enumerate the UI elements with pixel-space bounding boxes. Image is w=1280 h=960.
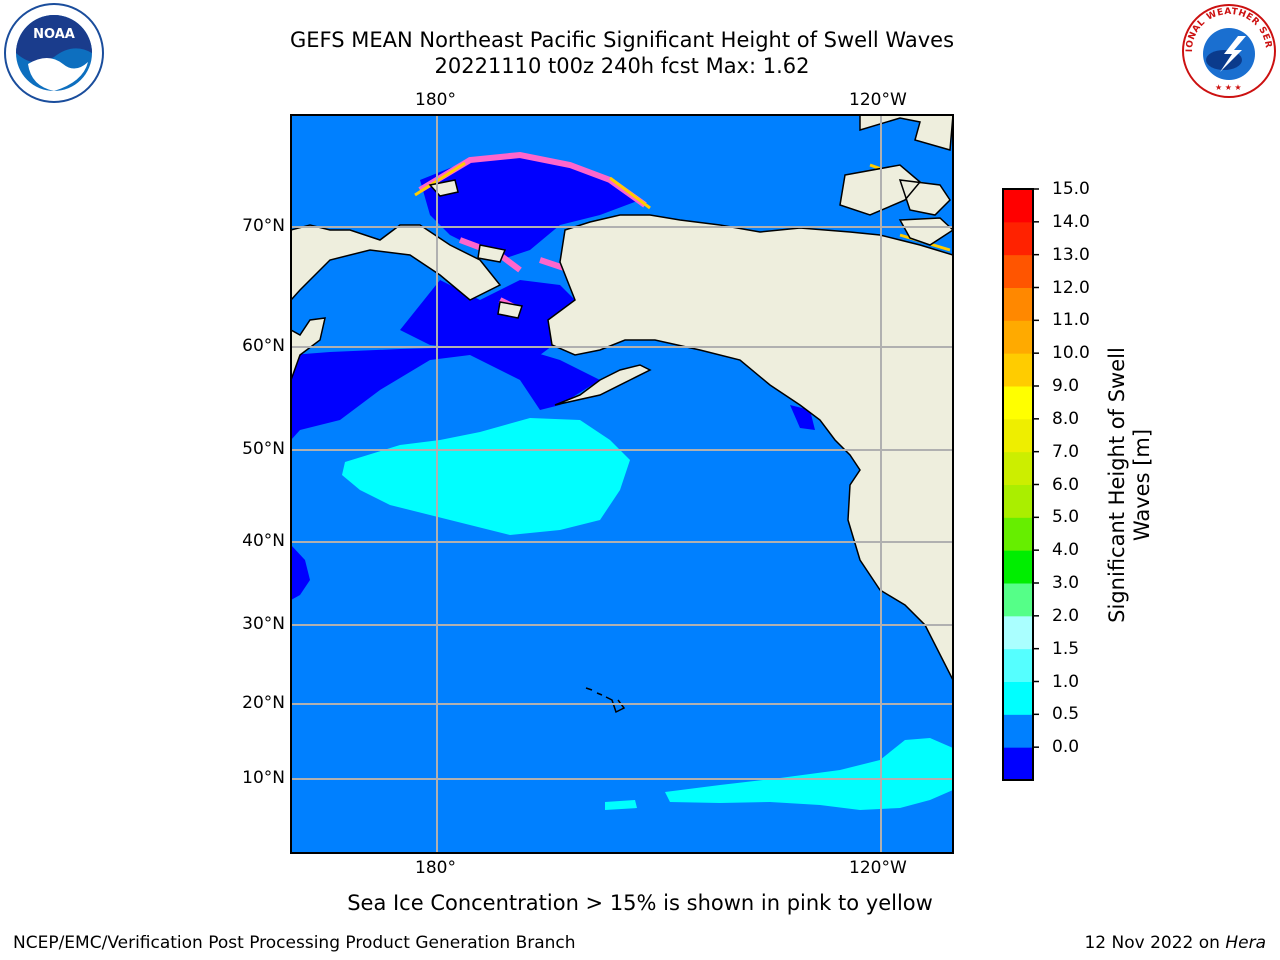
colorbar-segment [1003, 747, 1033, 781]
colorbar-tick-label: 1.5 [1052, 638, 1080, 659]
date-host: Hera [1225, 933, 1266, 953]
colorbar-segment [1003, 418, 1033, 453]
lon-label-180-bottom: 180° [415, 858, 456, 878]
low-swell-region-north [291, 347, 600, 440]
lon-label-120w-bottom: 120°W [849, 858, 907, 878]
credit-line: NCEP/EMC/Verification Post Processing Pr… [13, 933, 576, 953]
colorbar-segment [1003, 583, 1033, 617]
colorbar-segment [1003, 386, 1033, 420]
sea-ice-note: Sea Ice Concentration > 15% is shown in … [347, 891, 933, 915]
colorbar-segment [1003, 681, 1033, 715]
chart-subtitle: 20221110 t00z 240h fcst Max: 1.62 [434, 54, 810, 78]
colorbar-tick-label: 10.0 [1052, 343, 1090, 364]
date-text: 12 Nov 2022 on [1084, 933, 1226, 953]
bering-sea-region [420, 155, 640, 260]
colorbar-tick-label: 11.0 [1052, 310, 1090, 331]
nws-logo: NATIONAL WEATHER SERVICE ★ ★ ★ [1180, 2, 1276, 98]
land-alaska-canada [547, 214, 953, 681]
lat-label-20n: 20°N [242, 693, 285, 713]
map-gridlines [291, 115, 953, 853]
colorbar-segment [1003, 287, 1033, 321]
colorbar-segment [1003, 320, 1033, 354]
lat-label-40n: 40°N [242, 531, 285, 551]
colorbar-tick-label: 13.0 [1052, 244, 1090, 265]
colorbar-tick-label: 5.0 [1052, 507, 1080, 528]
hawaii-islands [585, 687, 626, 714]
colorbar-segment [1003, 714, 1033, 748]
colorbar-tick-label: 4.0 [1052, 540, 1080, 561]
land-kamchatka [291, 317, 326, 381]
lat-label-50n: 50°N [242, 439, 285, 459]
svg-text:★ ★ ★: ★ ★ ★ [1215, 83, 1242, 92]
map-frame [290, 114, 954, 854]
colorbar-segment [1003, 648, 1033, 682]
colorbar-tick-label: 12.0 [1052, 277, 1090, 298]
colorbar-segment [1003, 353, 1033, 387]
colorbar-tick-label: 0.5 [1052, 704, 1080, 725]
lon-label-180-top: 180° [415, 90, 456, 110]
colorbar-tick-label: 3.0 [1052, 573, 1080, 593]
land-arctic-islands [428, 115, 953, 319]
bering-strait-region [400, 280, 575, 355]
lat-label-60n: 60°N [242, 336, 285, 356]
colorbar-tick-label: 6.0 [1052, 474, 1080, 495]
land-alaska-peninsula [554, 364, 652, 406]
colorbar-segment [1003, 221, 1033, 256]
colorbar-tick-label: 14.0 [1052, 211, 1090, 232]
colorbar-segment [1003, 615, 1033, 650]
high-swell-region-central [342, 418, 630, 535]
colorbar-segment [1003, 517, 1033, 551]
date-line: 12 Nov 2022 on Hera [1084, 933, 1266, 953]
colorbar-tick-label: 2.0 [1052, 605, 1080, 626]
colorbar-tick-label: 15.0 [1052, 179, 1090, 199]
colorbar-segment [1003, 550, 1033, 584]
lat-label-30n: 30°N [242, 614, 285, 634]
colorbar-segment [1003, 484, 1033, 518]
colorbar-tick-label: 7.0 [1052, 441, 1080, 462]
colorbar-tick-label: 9.0 [1052, 376, 1080, 396]
low-swell-region-west [291, 545, 310, 600]
sea-ice-yellow-north [414, 161, 951, 252]
noaa-logo-text: NOAA [33, 27, 75, 42]
land-siberia [291, 115, 502, 302]
lat-label-10n: 10°N [242, 768, 285, 788]
colorbar-segment [1003, 254, 1033, 288]
colorbar-tick-label: 0.0 [1052, 737, 1080, 758]
lat-label-70n: 70°N [242, 216, 285, 236]
chart-title: GEFS MEAN Northeast Pacific Significant … [289, 28, 955, 52]
lon-label-120w-top: 120°W [849, 90, 907, 110]
noaa-logo: NOAA [4, 3, 104, 103]
colorbar-label: Significant Height of Swell Waves [m] [1105, 347, 1154, 623]
colorbar-segment [1003, 189, 1033, 223]
colorbar-tick-label: 8.0 [1052, 408, 1080, 429]
colorbar-tick-label: 1.0 [1052, 671, 1080, 692]
high-swell-patch-small [605, 800, 637, 810]
colorbar-segment [1003, 451, 1033, 485]
